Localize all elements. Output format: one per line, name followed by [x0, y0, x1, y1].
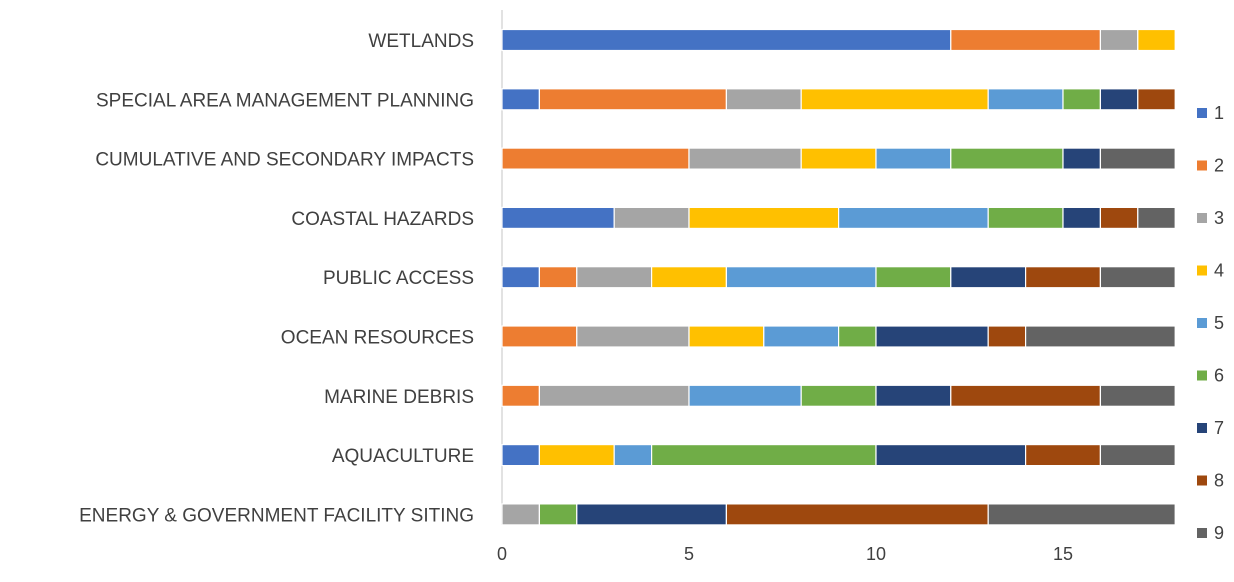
- bar-segment: [688, 206, 840, 229]
- bar-segment: [501, 147, 690, 170]
- x-tick-label: 10: [866, 544, 886, 564]
- bar-segment: [725, 88, 802, 111]
- bar-segment: [1137, 88, 1176, 111]
- bar-segment: [613, 444, 653, 467]
- bar-segment: [987, 206, 1064, 229]
- x-tick-label: 5: [684, 544, 694, 564]
- bar-segment: [837, 325, 877, 348]
- bar-segment: [763, 325, 840, 348]
- legend-swatch: [1197, 528, 1207, 538]
- category-label: SPECIAL AREA MANAGEMENT PLANNING: [96, 90, 474, 111]
- legend-label: 2: [1214, 156, 1224, 176]
- legend-label: 6: [1214, 366, 1224, 386]
- bar-segment: [1099, 384, 1176, 407]
- bar-segment: [875, 384, 952, 407]
- legend-swatch: [1197, 423, 1207, 433]
- bar-segment: [501, 325, 578, 348]
- x-tick-label: 0: [497, 544, 507, 564]
- bar-segment: [1062, 206, 1102, 229]
- bar-segment: [1099, 147, 1176, 170]
- legend-label: 7: [1214, 418, 1224, 438]
- category-label: ENERGY & GOVERNMENT FACILITY SITING: [79, 505, 474, 526]
- legend-label: 3: [1214, 208, 1224, 228]
- bar-segment: [950, 266, 1027, 289]
- bar-segment: [501, 88, 541, 111]
- legend-swatch: [1197, 160, 1207, 171]
- bar-segment: [1024, 266, 1101, 289]
- bar-segment: [1099, 206, 1139, 229]
- bar-segment: [1062, 88, 1102, 111]
- bar-segment: [501, 28, 952, 52]
- bar-segment: [987, 88, 1064, 111]
- category-label: WETLANDS: [368, 31, 474, 52]
- bar-segment: [576, 266, 653, 289]
- bar-segment: [1099, 266, 1176, 289]
- legend-label: 9: [1214, 523, 1224, 543]
- bar-segment: [576, 325, 690, 348]
- bar-segment: [688, 325, 765, 348]
- bar-segment: [725, 503, 989, 526]
- category-label: AQUACULTURE: [332, 446, 474, 467]
- bar-segment: [650, 266, 727, 289]
- bar-segment: [987, 325, 1027, 348]
- legend-swatch: [1197, 318, 1207, 328]
- legend-swatch: [1197, 370, 1207, 381]
- bar-segment: [1099, 88, 1139, 111]
- bar-segment: [837, 206, 989, 229]
- category-label: OCEAN RESOURCES: [281, 328, 474, 349]
- bar-segment: [875, 325, 989, 348]
- bar-segment: [1137, 28, 1176, 52]
- bar-segment: [501, 266, 541, 289]
- bar-segment: [538, 266, 578, 289]
- bar-segment: [1099, 444, 1176, 467]
- category-label: CUMULATIVE AND SECONDARY IMPACTS: [95, 150, 474, 171]
- bar-segment: [800, 147, 877, 170]
- bar-segment: [950, 384, 1101, 407]
- bar-segment: [1024, 325, 1176, 348]
- bar-segment: [875, 147, 952, 170]
- x-tick-label: 15: [1053, 544, 1073, 564]
- legend-label: 5: [1214, 313, 1224, 333]
- bar-segment: [538, 444, 615, 467]
- bar-segment: [725, 266, 877, 289]
- bar-segment: [576, 503, 727, 526]
- bar-segment: [613, 206, 690, 229]
- bar-segment: [538, 384, 690, 407]
- category-label: MARINE DEBRIS: [324, 387, 474, 408]
- bar-segment: [501, 206, 615, 229]
- legend-swatch: [1197, 108, 1207, 118]
- bar-segment: [650, 444, 877, 467]
- bar-segment: [538, 503, 578, 526]
- bar-segment: [1099, 28, 1139, 52]
- category-label: COASTAL HAZARDS: [291, 209, 474, 230]
- bar-segment: [875, 266, 952, 289]
- bar-segment: [538, 88, 728, 111]
- bar-segment: [800, 88, 989, 111]
- legend-label: 1: [1214, 103, 1224, 123]
- legend-swatch: [1197, 475, 1207, 486]
- bar-segment: [501, 444, 541, 467]
- bar-segment: [501, 384, 541, 407]
- bar-segment: [1062, 147, 1102, 170]
- bar-segment: [800, 384, 877, 407]
- legend-swatch: [1197, 265, 1207, 276]
- legend-label: 8: [1214, 471, 1224, 491]
- bar-segment: [501, 503, 541, 526]
- bar-segment: [688, 147, 802, 170]
- bar-segment: [688, 384, 802, 407]
- category-label: PUBLIC ACCESS: [323, 268, 474, 289]
- bar-segment: [987, 503, 1176, 526]
- bar-segment: [950, 28, 1101, 52]
- bar-segment: [875, 444, 1027, 467]
- legend-swatch: [1197, 213, 1207, 223]
- bar-segment: [1137, 206, 1176, 229]
- legend-label: 4: [1214, 261, 1224, 281]
- bar-segment: [1024, 444, 1101, 467]
- bar-segment: [950, 147, 1064, 170]
